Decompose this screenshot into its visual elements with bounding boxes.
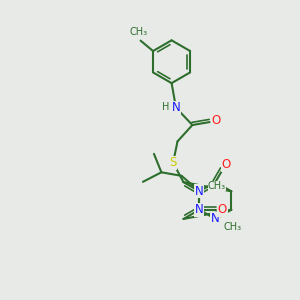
Text: O: O xyxy=(222,158,231,171)
Text: CH₃: CH₃ xyxy=(208,181,226,191)
Text: N: N xyxy=(195,203,204,216)
Text: O: O xyxy=(218,203,227,216)
Text: N: N xyxy=(211,212,220,226)
Text: CH₃: CH₃ xyxy=(129,27,147,37)
Text: N: N xyxy=(172,101,180,114)
Text: N: N xyxy=(195,185,204,198)
Text: H: H xyxy=(162,102,169,112)
Text: S: S xyxy=(169,156,177,169)
Text: O: O xyxy=(212,114,221,127)
Text: CH₃: CH₃ xyxy=(224,222,242,232)
